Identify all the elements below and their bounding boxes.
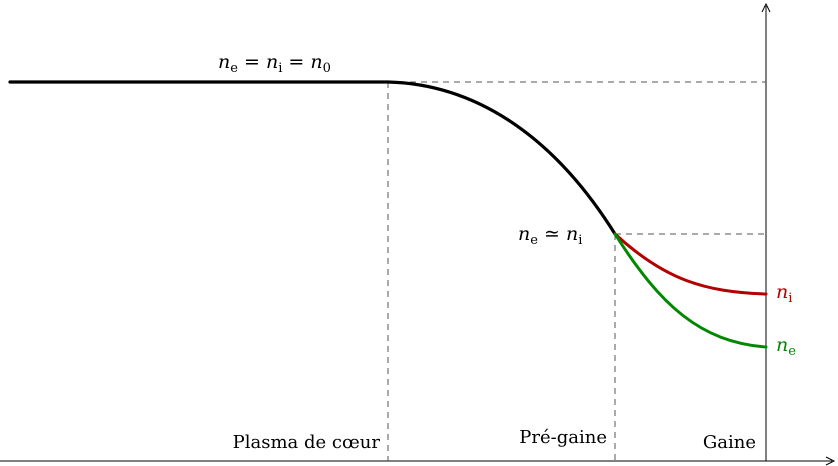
x-axis-arrow: [825, 456, 836, 466]
presheath-density-annotation: ne ≃ ni: [518, 223, 582, 248]
ion-density-curve: [613, 232, 768, 296]
density-curves: [8, 80, 768, 349]
electron-density-curve: [613, 232, 768, 349]
sheath-region-label: Gaine: [703, 432, 756, 453]
core-region-label: Plasma de cœur: [233, 432, 381, 453]
quasineutral-density-curve: [8, 80, 617, 236]
y-axis-arrow: [761, 2, 771, 13]
presheath-region-label: Pré-gaine: [519, 427, 607, 448]
ion-curve-label: ni: [776, 281, 792, 306]
core-density-annotation: ne = ni = n0: [218, 51, 331, 76]
guide-lines: [387, 81, 766, 461]
electron-curve-label: ne: [776, 334, 796, 359]
